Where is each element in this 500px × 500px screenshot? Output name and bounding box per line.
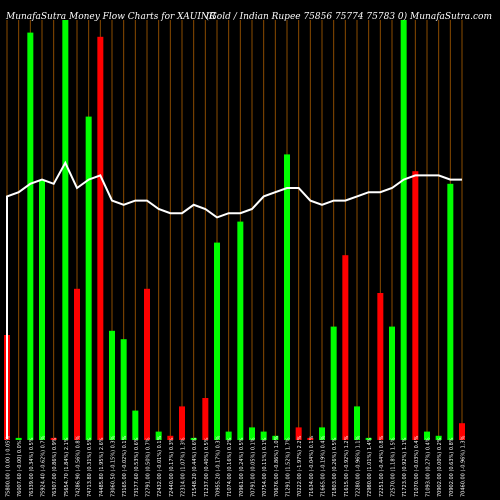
x-tick-label: 72280.00 (-0.96%) 1.1% xyxy=(356,435,362,497)
volume-bar xyxy=(15,437,22,440)
x-tick-label: 71070.00 (-0.03%) 0.4% xyxy=(414,435,420,497)
volume-bar xyxy=(424,431,430,440)
volume-bar xyxy=(132,410,139,440)
volume-bar xyxy=(249,427,255,440)
volume-bar xyxy=(365,437,372,440)
x-tick-label: 70222.00 (-1.97%) 2.2% xyxy=(297,435,303,497)
x-tick-label: 71634.00 (-0.04%) 0.1% xyxy=(309,435,315,497)
volume-bar xyxy=(62,20,69,440)
volume-bar xyxy=(144,288,150,440)
x-tick-label: 70460.00 (-0.96%) 1.3% xyxy=(461,435,467,497)
volume-bar xyxy=(354,406,360,440)
x-tick-label: 70902.00 (0.63%) 0.8% xyxy=(449,437,455,497)
volume-bar xyxy=(307,437,314,440)
volume-bar xyxy=(295,427,302,440)
x-tick-label: 76007.60 (-0.00) 0.0% xyxy=(17,440,23,497)
x-tick-label: 70902.00 (0.00%) 0.2% xyxy=(437,437,443,497)
price-line xyxy=(6,160,462,439)
x-tick-label: 71093.00 (0.27%) 0.4% xyxy=(426,437,432,497)
x-tick-label: 71803.00 (0.26%) 0.5% xyxy=(332,437,338,497)
x-tick-label: 71237.00 (0.40%) 0.5% xyxy=(204,437,210,497)
volume-bar xyxy=(27,32,34,440)
volume-bar xyxy=(447,183,454,441)
volume-bar xyxy=(284,154,290,440)
x-tick-label: 70955.20 (-0.17%) 0.3% xyxy=(216,435,222,497)
volume-bars xyxy=(4,20,465,441)
x-tick-label: 74286.90 (-0.56%) 0.8% xyxy=(76,435,82,497)
volume-bar xyxy=(319,427,325,440)
volume-bar xyxy=(237,221,244,440)
volume-bar xyxy=(412,171,419,440)
x-tick-label: 70961.00 (0.24%) 0.5% xyxy=(239,437,245,497)
volume-bar xyxy=(214,242,220,440)
x-tick-label: 76307.00 (0.86%) 0.9% xyxy=(52,437,58,497)
volume-bar xyxy=(97,36,104,441)
volume-bar xyxy=(50,437,57,440)
chart-title-left: MunafaSutra Money Flow Charts for XAUINR xyxy=(6,12,216,22)
x-tick-label: 73060.50 (-0.15%) 0.3% xyxy=(111,435,117,497)
volume-bar xyxy=(179,406,185,440)
x-tick-label: 71615.00 (-0.92%) 1.2% xyxy=(344,435,350,497)
volume-bar xyxy=(342,255,349,440)
x-tick-label: 71074.00 (0.16%) 0.2% xyxy=(227,437,233,497)
x-tick-label: 70754.00 (0.11%) 0.1% xyxy=(262,437,268,497)
volume-bar xyxy=(389,326,395,440)
x-tick-label: 76339.00 (0.34%) 0.5% xyxy=(29,437,35,497)
x-tick-label: 72440.00 (0.17%) 0.3% xyxy=(169,437,175,497)
x-tick-label: 75654.70 (1.84%) 2.1% xyxy=(64,437,70,497)
x-tick-label: 70676.00 (-0.86%) 1.0% xyxy=(274,435,280,497)
volume-bar xyxy=(260,431,267,440)
volume-bar xyxy=(85,116,92,440)
x-tick-label: 73165.00 (-0.02%) 0.1% xyxy=(122,435,128,497)
x-tick-labels: 75800.00 ( 0.00 ) 0.05% 76007.60 (-0.00) … xyxy=(6,435,467,497)
x-tick-label: 72432.00 (-0.01%) 0.1% xyxy=(157,435,163,497)
x-tick-label: 71723.00 (0.92%) 1.1% xyxy=(402,437,408,497)
x-tick-label: 75924.40 (-0.62%) 0.7% xyxy=(41,435,47,497)
volume-bar xyxy=(225,431,232,440)
volume-bar xyxy=(400,20,407,440)
volume-bar xyxy=(120,339,127,440)
x-tick-label: 73177.60 (0.53%) 0.6% xyxy=(134,437,140,497)
x-tick-label: 72314.00 (1.07%) 1.3% xyxy=(181,437,187,497)
x-tick-label: 75800.00 ( 0.00 ) 0.05% xyxy=(6,436,12,497)
x-tick-label: 72570.00 (1.18%) 1.5% xyxy=(391,437,397,497)
volume-bar xyxy=(435,435,442,440)
volume-bar xyxy=(109,330,115,440)
volume-bar xyxy=(330,326,337,440)
volume-bar xyxy=(167,435,174,440)
x-tick-label: 72791.00 (0.50%) 0.7% xyxy=(146,437,152,497)
chart-title-right: (Gold / Indian Rupee 75856 75774 75783 0… xyxy=(206,12,492,22)
volume-bar xyxy=(272,435,279,440)
volume-bar xyxy=(459,423,465,440)
x-tick-label: 74713.80 (0.31%) 0.5% xyxy=(87,437,93,497)
x-tick-label: 70791.00 (0.05%) 0.1% xyxy=(251,437,257,497)
x-tick-label: 71548.20 (0.44%) 0.6% xyxy=(192,437,198,497)
x-tick-label: 71665.00 (-0.19%) 0.4% xyxy=(321,435,327,497)
volume-bar xyxy=(377,293,384,440)
x-tick-label: 71291.00 (1.52%) 1.7% xyxy=(286,437,292,497)
volume-bar xyxy=(74,288,80,440)
volume-bar xyxy=(202,398,209,440)
volume-bar xyxy=(190,437,197,440)
x-tick-label: 74485.80 (1.95%) 2.6% xyxy=(99,437,105,497)
volume-bar xyxy=(155,431,162,440)
x-tick-label: 72980.00 (1.01%) 1.4% xyxy=(367,437,373,497)
x-tick-label: 72251.00 (-0.44%) 0.8% xyxy=(379,435,385,497)
volume-bar xyxy=(39,179,45,440)
